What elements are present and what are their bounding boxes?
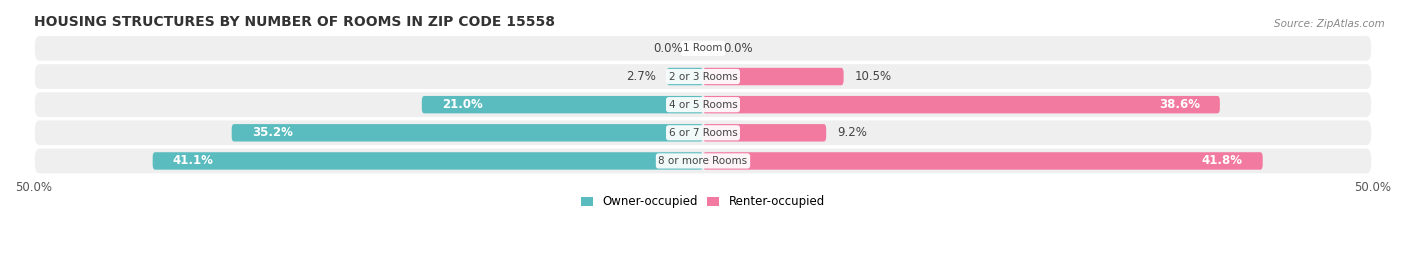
Text: 2.7%: 2.7% <box>626 70 657 83</box>
FancyBboxPatch shape <box>35 148 1371 173</box>
FancyBboxPatch shape <box>666 68 703 85</box>
Text: 6 or 7 Rooms: 6 or 7 Rooms <box>669 128 737 138</box>
Text: Source: ZipAtlas.com: Source: ZipAtlas.com <box>1274 19 1385 29</box>
FancyBboxPatch shape <box>35 92 1371 117</box>
Text: 41.8%: 41.8% <box>1202 154 1243 167</box>
Text: 8 or more Rooms: 8 or more Rooms <box>658 156 748 166</box>
FancyBboxPatch shape <box>232 124 703 141</box>
FancyBboxPatch shape <box>703 96 1220 114</box>
Text: 4 or 5 Rooms: 4 or 5 Rooms <box>669 100 737 110</box>
Text: 9.2%: 9.2% <box>837 126 866 139</box>
Text: HOUSING STRUCTURES BY NUMBER OF ROOMS IN ZIP CODE 15558: HOUSING STRUCTURES BY NUMBER OF ROOMS IN… <box>34 15 554 29</box>
Text: 41.1%: 41.1% <box>173 154 214 167</box>
FancyBboxPatch shape <box>703 68 844 85</box>
Text: 0.0%: 0.0% <box>723 42 752 55</box>
FancyBboxPatch shape <box>703 124 827 141</box>
Text: 10.5%: 10.5% <box>855 70 891 83</box>
Text: 35.2%: 35.2% <box>252 126 292 139</box>
Legend: Owner-occupied, Renter-occupied: Owner-occupied, Renter-occupied <box>581 196 825 208</box>
FancyBboxPatch shape <box>35 36 1371 61</box>
Text: 38.6%: 38.6% <box>1159 98 1199 111</box>
FancyBboxPatch shape <box>35 64 1371 89</box>
FancyBboxPatch shape <box>703 152 1263 170</box>
FancyBboxPatch shape <box>35 121 1371 145</box>
FancyBboxPatch shape <box>153 152 703 170</box>
FancyBboxPatch shape <box>422 96 703 114</box>
Text: 21.0%: 21.0% <box>441 98 482 111</box>
Text: 1 Room: 1 Room <box>683 43 723 54</box>
Text: 0.0%: 0.0% <box>654 42 683 55</box>
Text: 2 or 3 Rooms: 2 or 3 Rooms <box>669 72 737 82</box>
